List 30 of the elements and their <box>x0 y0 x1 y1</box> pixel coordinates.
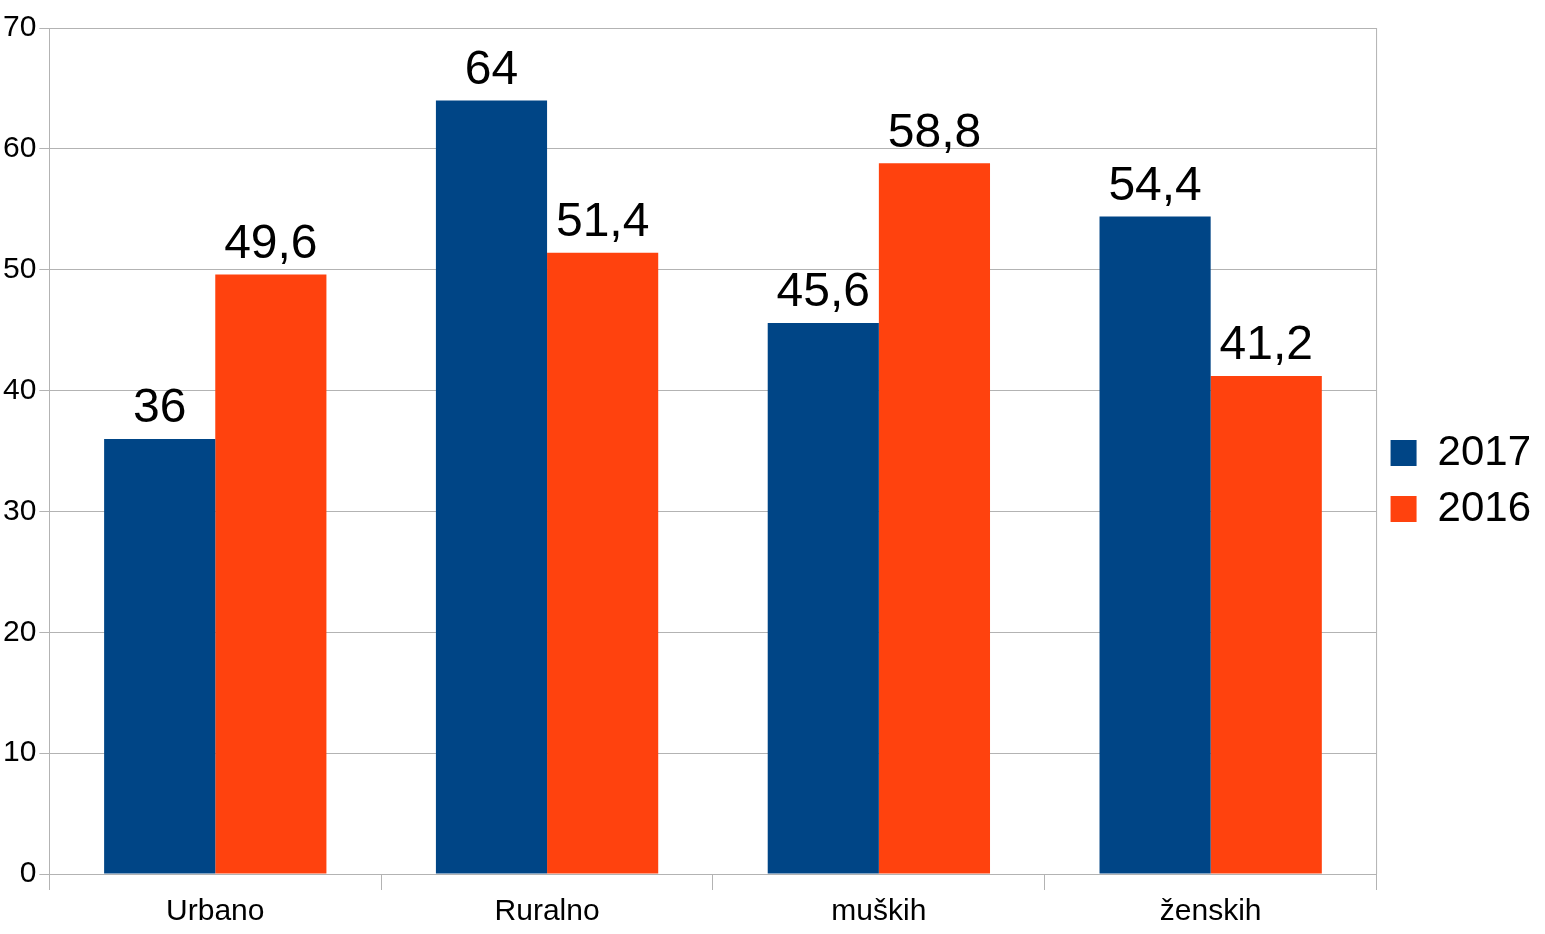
y-tick-label: 10 <box>2 734 37 768</box>
y-tick-label: 0 <box>19 855 37 889</box>
data-label: 54,4 <box>1108 156 1202 210</box>
bar <box>104 438 216 874</box>
legend-label: 2017 <box>1437 426 1531 474</box>
y-tick-label: 40 <box>2 371 37 405</box>
bar <box>547 252 659 874</box>
data-label: 58,8 <box>887 103 982 157</box>
y-tick-label: 50 <box>2 250 37 284</box>
x-tick-label: Urbano <box>166 893 265 927</box>
y-tick-label: 70 <box>2 9 37 43</box>
legend-label: 2016 <box>1437 482 1531 530</box>
bar <box>767 322 879 874</box>
bar <box>878 163 991 874</box>
x-tick-label: muških <box>831 893 927 927</box>
data-label: 49,6 <box>224 214 318 268</box>
data-label: 36 <box>133 379 187 433</box>
data-label: 41,2 <box>1219 316 1313 370</box>
x-tick-label: ženskih <box>1159 893 1262 927</box>
data-label: 64 <box>464 40 519 94</box>
data-label: 51,4 <box>555 193 650 247</box>
y-tick-label: 30 <box>2 492 37 526</box>
bar <box>1210 376 1322 874</box>
y-tick-label: 60 <box>2 130 37 164</box>
y-tick-label: 20 <box>2 613 37 647</box>
data-label: 45,6 <box>776 263 870 317</box>
x-tick-label: Ruralno <box>494 893 600 927</box>
bar <box>215 274 327 874</box>
bar <box>1099 216 1211 874</box>
bar <box>435 100 548 874</box>
